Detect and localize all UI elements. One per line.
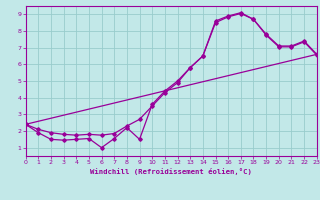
X-axis label: Windchill (Refroidissement éolien,°C): Windchill (Refroidissement éolien,°C) bbox=[90, 168, 252, 175]
